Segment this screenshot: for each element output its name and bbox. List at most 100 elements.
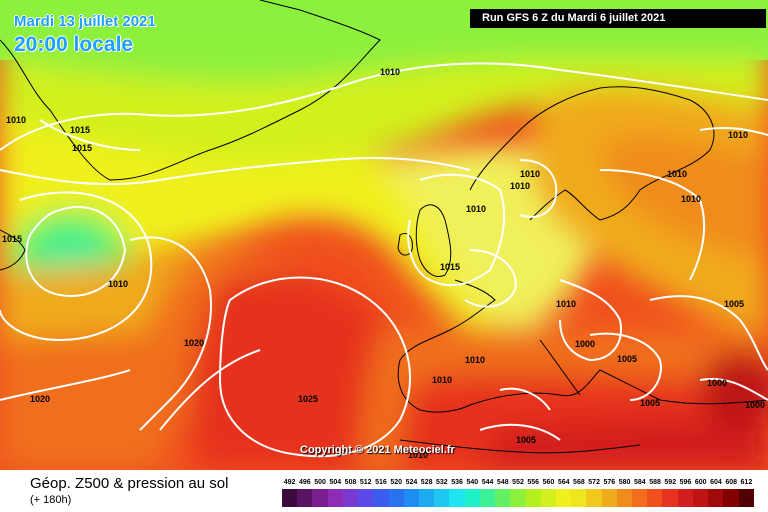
- legend-swatch: [373, 489, 389, 507]
- color-legend: [282, 489, 754, 507]
- isobar-label: 1010: [667, 169, 687, 179]
- legend-value-label: 524: [405, 479, 418, 486]
- isobar-label: 1015: [2, 234, 22, 244]
- legend-swatch: [388, 489, 404, 507]
- isobar-label: 1010: [108, 279, 128, 289]
- isobar-label: 1010: [520, 169, 540, 179]
- legend-value-label: 500: [314, 479, 326, 486]
- isobars: [0, 62, 768, 458]
- isobar-label: 1020: [30, 394, 50, 404]
- geopotential-map: 1010 1010 1015 1015 1015 1010 1010 1010 …: [0, 0, 768, 470]
- legend-swatch: [418, 489, 435, 507]
- isobar-label: 1015: [72, 143, 92, 153]
- isobar-label: 1010: [408, 450, 428, 460]
- legend-labels: 492 496 500 504 508 512 516 520 524 528 532 536 540 5…: [282, 479, 754, 489]
- isobar-label: 1015: [440, 262, 460, 272]
- legend-swatch: [723, 489, 739, 507]
- lead-time: (+ 180h): [30, 494, 72, 506]
- legend-swatch: [297, 489, 313, 507]
- legend-swatch: [738, 489, 754, 507]
- legend-value-label: 540: [466, 479, 479, 486]
- legend-value-label: 496: [298, 479, 311, 486]
- legend-swatch: [555, 489, 572, 507]
- legend-swatch: [510, 489, 526, 507]
- isobar-label: 1010: [466, 204, 486, 214]
- legend-value-label: 512: [359, 479, 372, 486]
- legend-swatch: [662, 489, 678, 507]
- isobar-label: 1020: [184, 338, 204, 348]
- isobar-label: 1000: [575, 339, 595, 349]
- legend-swatch: [495, 489, 511, 507]
- legend-swatch: [282, 489, 298, 507]
- legend-swatch: [601, 489, 617, 507]
- legend-swatch: [525, 489, 541, 507]
- isobar-labels: 1010 1010 1015 1015 1015 1010 1010 1010 …: [2, 67, 765, 460]
- legend-value-label: 560: [542, 479, 555, 486]
- isobar-label: 1005: [724, 299, 744, 309]
- legend-value-label: 492: [283, 479, 296, 486]
- isobar-label: 1010: [728, 130, 748, 140]
- legend-value-label: 604: [710, 479, 722, 486]
- legend-value-label: 532: [436, 479, 448, 486]
- isobar-label: 1000: [745, 400, 765, 410]
- legend-swatch: [616, 489, 633, 507]
- parameter-title: Géop. Z500 & pression au sol: [30, 475, 229, 492]
- isobar-label: 1010: [432, 375, 452, 385]
- legend-swatch: [358, 489, 374, 507]
- isobar-label: 1005: [640, 398, 660, 408]
- legend-swatch: [571, 489, 587, 507]
- model-run-label: Run GFS 6 Z du Mardi 6 juillet 2021: [470, 9, 766, 28]
- isobar-label: 1010: [556, 299, 576, 309]
- legend-swatch: [632, 489, 648, 507]
- legend-swatch: [312, 489, 328, 507]
- footer-bar: Géop. Z500 & pression au sol (+ 180h) 49…: [0, 470, 768, 512]
- legend-value-label: 600: [694, 479, 707, 486]
- legend-value-label: 568: [573, 479, 585, 486]
- legend-swatch: [479, 489, 496, 507]
- isobar-label: 1010: [681, 194, 701, 204]
- legend-value-label: 536: [451, 479, 463, 486]
- legend-value-label: 556: [527, 479, 540, 486]
- forecast-time: 20:00 locale: [14, 33, 134, 56]
- legend-value-label: 552: [512, 479, 524, 486]
- legend-value-label: 504: [329, 479, 342, 486]
- legend-value-label: 508: [344, 479, 357, 486]
- legend-value-label: 564: [557, 479, 570, 486]
- legend-value-label: 528: [420, 479, 433, 486]
- legend-swatch: [434, 489, 450, 507]
- legend-swatch: [464, 489, 480, 507]
- legend-value-label: 612: [740, 479, 753, 486]
- legend-swatch: [449, 489, 465, 507]
- legend-value-label: 580: [618, 479, 631, 486]
- isobar-label: 1015: [70, 125, 90, 135]
- legend-value-label: 520: [390, 479, 403, 486]
- legend-value-label: 608: [725, 479, 737, 486]
- legend-value-label: 588: [649, 479, 661, 486]
- forecast-date: Mardi 13 juillet 2021: [14, 13, 156, 30]
- legend-swatch: [342, 489, 359, 507]
- isobar-label: 1025: [298, 394, 318, 404]
- legend-value-label: 572: [588, 479, 600, 486]
- legend-value-label: 584: [633, 479, 646, 486]
- legend-swatch: [327, 489, 343, 507]
- isobar-label: 1010: [6, 115, 26, 125]
- legend-value-label: 576: [603, 479, 616, 486]
- legend-swatch: [403, 489, 419, 507]
- legend-value-label: 548: [496, 479, 509, 486]
- legend-swatch: [540, 489, 556, 507]
- legend-value-label: 592: [664, 479, 677, 486]
- isobar-label: 1010: [510, 181, 530, 191]
- legend-swatch: [708, 489, 724, 507]
- isobar-label: 1005: [516, 435, 536, 445]
- legend-swatch: [647, 489, 663, 507]
- legend-swatch: [692, 489, 709, 507]
- isobar-label: 1000: [707, 378, 727, 388]
- isobar-label: 1010: [465, 355, 485, 365]
- legend-swatch: [586, 489, 602, 507]
- isobar-label: 1005: [617, 354, 637, 364]
- copyright-text: Copyright © 2021 Meteociel.fr: [300, 444, 455, 456]
- legend-value-label: 596: [679, 479, 692, 486]
- legend-value-label: 544: [481, 479, 494, 486]
- isobar-label: 1010: [380, 67, 400, 77]
